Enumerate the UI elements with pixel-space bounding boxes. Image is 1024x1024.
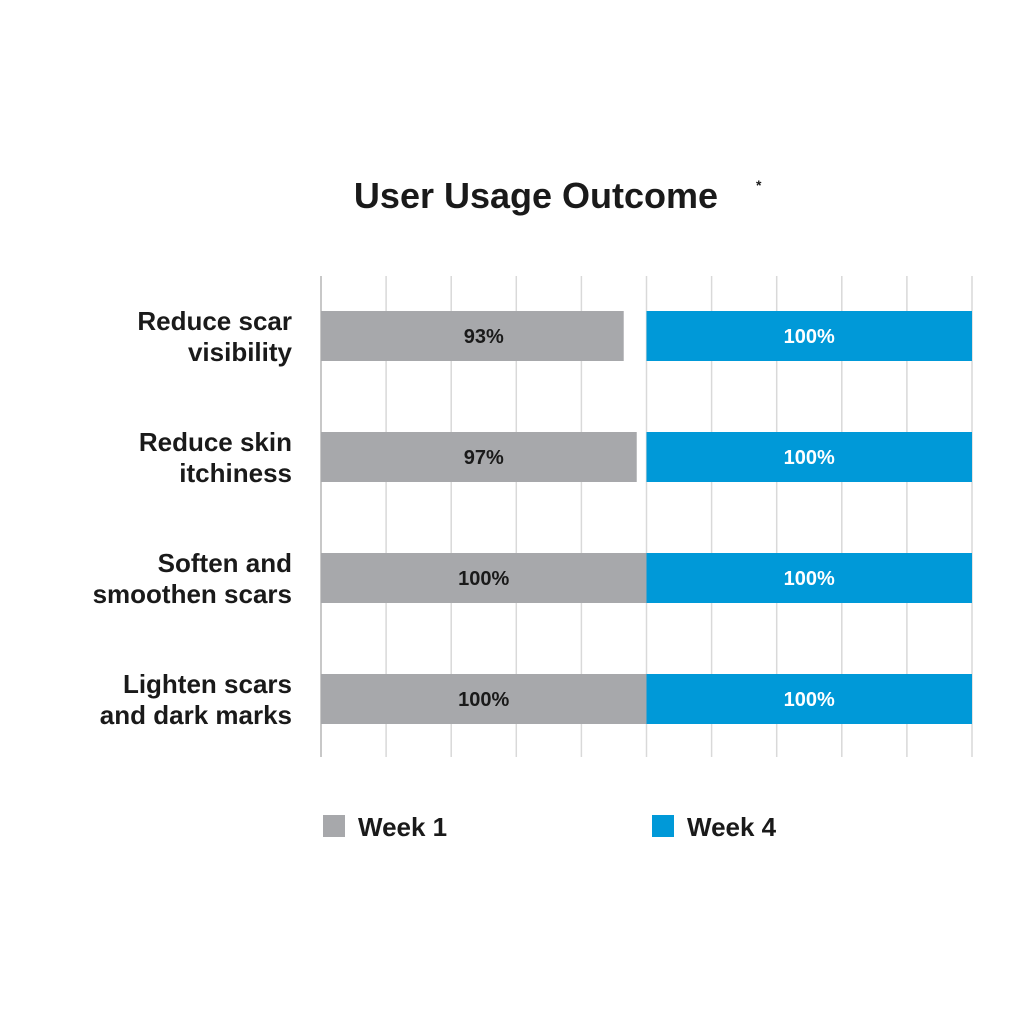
category-labels: Reduce scar visibility Reduce skin itchines… xyxy=(93,306,293,730)
data-label: 100% xyxy=(784,447,835,469)
legend: Week 1 Week 4 xyxy=(323,812,777,842)
bar-week-1 xyxy=(321,674,647,724)
chart-title-footnote-mark: * xyxy=(756,177,762,193)
legend-label: Week 1 xyxy=(358,812,447,842)
category-label: Soften and smoothen scars xyxy=(93,548,292,609)
category-label: Reduce scar visibility xyxy=(137,306,292,367)
legend-swatch-week-1 xyxy=(323,815,345,837)
data-label: 93% xyxy=(464,326,504,348)
bar-week-1 xyxy=(321,432,637,482)
bars: 93% 100% 97% 100% 100% 100% 100% 100% xyxy=(321,311,972,724)
legend-label: Week 4 xyxy=(687,812,777,842)
bar-week-4 xyxy=(646,674,972,724)
chart-title: User Usage Outcome xyxy=(354,175,718,216)
bar-week-4 xyxy=(646,311,972,361)
bar-week-4 xyxy=(646,432,972,482)
data-label: 97% xyxy=(464,447,504,469)
data-label: 100% xyxy=(458,689,509,711)
data-label: 100% xyxy=(784,568,835,590)
bar-week-1 xyxy=(321,553,647,603)
category-label: Lighten scars and dark marks xyxy=(100,669,292,730)
bar-week-1 xyxy=(321,311,624,361)
category-label: Reduce skin itchiness xyxy=(139,427,292,488)
data-label: 100% xyxy=(784,326,835,348)
bar-week-4 xyxy=(646,553,972,603)
legend-swatch-week-4 xyxy=(652,815,674,837)
data-label: 100% xyxy=(458,568,509,590)
data-label: 100% xyxy=(784,689,835,711)
chart-title-group: User Usage Outcome * xyxy=(354,175,762,216)
